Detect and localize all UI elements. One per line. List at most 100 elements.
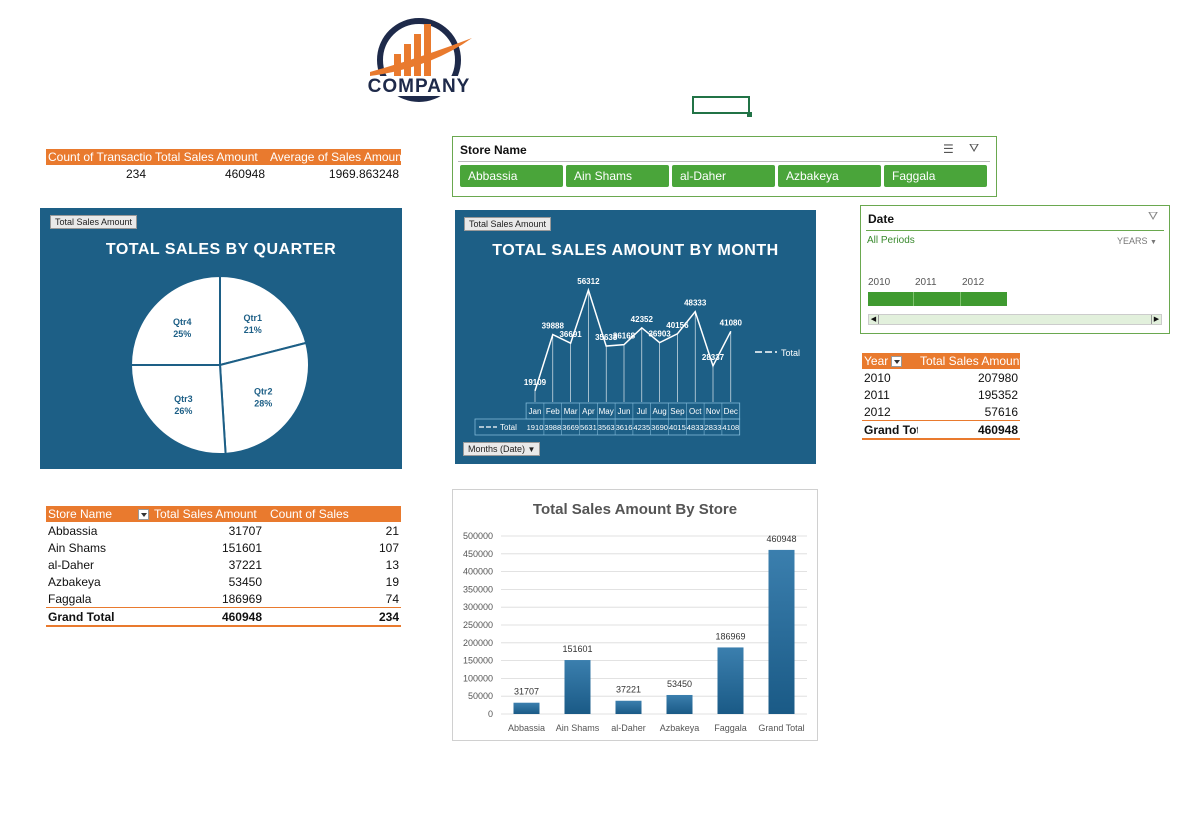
timeline-year-2011: 2011 xyxy=(915,277,937,288)
bar-azbakeya[interactable] xyxy=(666,694,693,714)
bar-ain-shams[interactable] xyxy=(564,660,591,714)
selected-cell[interactable] xyxy=(692,96,750,114)
value-count: 234 xyxy=(125,166,146,181)
data-label: 40156 xyxy=(666,321,689,330)
data-label: 36903 xyxy=(648,330,671,339)
count-cell: 19 xyxy=(385,574,399,589)
table-row: Abbassia 31707 21 xyxy=(46,522,401,539)
data-label: 36691 xyxy=(559,330,582,339)
clear-filter-icon[interactable]: ⛛ xyxy=(1148,209,1159,223)
table-value: 2833 xyxy=(705,423,722,432)
timeline-selection-bar[interactable] xyxy=(868,292,1007,306)
slicer-item-abbassia[interactable]: Abbassia xyxy=(460,165,563,187)
slicer-item-al-daher[interactable]: al-Daher xyxy=(672,165,775,187)
time-level-label: YEARS xyxy=(1117,236,1148,246)
bar-plot: 0 50000 100000 150000 200000 250000 300000 3500… xyxy=(463,531,807,733)
month-chart-field-button[interactable]: Total Sales Amount xyxy=(464,217,552,231)
month-tick-label: May xyxy=(599,407,614,416)
month-line-chart[interactable]: Total Sales Amount TOTAL SALES AMOUNT BY… xyxy=(455,210,816,464)
y-tick-label: 450000 xyxy=(463,549,493,559)
timeline-year-2012: 2012 xyxy=(962,277,985,288)
chevron-down-icon: ▼ xyxy=(1150,239,1157,246)
store-slicer-title: Store Name xyxy=(460,143,527,157)
grand-total-row: Grand Tota 460948 xyxy=(862,420,1020,440)
months-axis-button[interactable]: Months (Date) ▼ xyxy=(463,442,541,456)
scroll-left-icon[interactable]: ◀ xyxy=(869,315,879,324)
time-level-selector[interactable]: YEARS ▼ xyxy=(1117,236,1157,246)
table-value: 3669 xyxy=(562,423,579,432)
bar-faggala[interactable] xyxy=(717,647,744,714)
count-cell: 107 xyxy=(378,540,399,555)
year-sales-header[interactable]: Total Sales Amount xyxy=(920,354,1020,368)
sales-cell: 31707 xyxy=(228,523,262,538)
pie-percent-label: 28% xyxy=(254,398,272,408)
fill-handle[interactable] xyxy=(747,112,752,117)
header-average-sales-amount[interactable]: Average of Sales Amount xyxy=(270,150,401,164)
total-sales-header[interactable]: Total Sales Amount xyxy=(154,507,257,521)
sales-cell: 151601 xyxy=(221,540,262,555)
multi-select-icon[interactable]: ☰ xyxy=(943,142,954,156)
x-tick-label: Azbakeya xyxy=(660,723,700,733)
pie-slice-qtr4[interactable] xyxy=(129,274,221,366)
pie-slice-qtr2[interactable] xyxy=(218,341,310,455)
month-tick-label: Jun xyxy=(618,407,631,416)
store-pivot-table: Store Name Total Sales Amount Count of S… xyxy=(46,506,401,627)
company-logo: COMPANY xyxy=(360,10,478,120)
month-tick-label: Oct xyxy=(689,407,702,416)
clear-filter-icon[interactable]: ⛛ xyxy=(969,141,980,155)
x-tick-label: Faggala xyxy=(714,723,747,733)
store-name-slicer[interactable]: Store Name ☰ ⛛ Abbassia Ain Shams al-Dah… xyxy=(452,136,997,197)
quarter-chart-field-button[interactable]: Total Sales Amount xyxy=(50,215,138,229)
grand-total-count: 234 xyxy=(378,609,399,624)
pie-percent-label: 26% xyxy=(174,406,192,416)
filter-dropdown-icon[interactable] xyxy=(891,356,903,368)
store-name-header[interactable]: Store Name xyxy=(46,507,152,521)
count-of-sales-header[interactable]: Count of Sales xyxy=(270,507,349,521)
pie-category-label: Qtr2 xyxy=(254,386,273,396)
y-tick-label: 50000 xyxy=(468,691,493,701)
bar-abbassia[interactable] xyxy=(513,702,540,714)
timeline-scrollbar[interactable]: ◀ ▶ xyxy=(868,314,1162,325)
header-count-of-transactions[interactable]: Count of Transactio xyxy=(48,150,153,164)
x-tick-label: al-Daher xyxy=(611,723,646,733)
series-line-total[interactable] xyxy=(534,287,732,392)
pie-slice-qtr3[interactable] xyxy=(129,364,227,455)
month-tick-label: Jan xyxy=(529,407,542,416)
table-value: 4108 xyxy=(722,423,739,432)
table-row: 2011 195352 xyxy=(862,386,1020,403)
count-cell: 13 xyxy=(385,557,399,572)
table-row: 2010 207980 xyxy=(862,369,1020,386)
y-tick-label: 400000 xyxy=(463,567,493,577)
filter-dropdown-icon[interactable] xyxy=(138,509,150,521)
summary-pivot-table: Count of Transactio Total Sales Amount A… xyxy=(46,149,401,182)
scroll-right-icon[interactable]: ▶ xyxy=(1151,315,1161,324)
slicer-item-faggala[interactable]: Faggala xyxy=(884,165,987,187)
bar-grand-total[interactable] xyxy=(768,549,795,714)
table-value: 5631 xyxy=(580,423,597,432)
store-cell: Abbassia xyxy=(48,523,98,538)
grand-total-row: Grand Total 460948 234 xyxy=(46,607,401,627)
count-cell: 74 xyxy=(385,591,399,606)
chevron-down-icon: ▼ xyxy=(527,445,536,454)
month-tick-label: Dec xyxy=(724,407,738,416)
slicer-item-azbakeya[interactable]: Azbakeya xyxy=(778,165,881,187)
quarter-pie-chart[interactable]: Total Sales Amount TOTAL SALES BY QUARTE… xyxy=(40,208,402,469)
legend-label: Total xyxy=(781,348,800,358)
logo-graphic xyxy=(363,18,475,102)
store-bar-chart[interactable]: Total Sales Amount By Store 0 50000 100000… xyxy=(452,489,818,741)
bar-al-daher[interactable] xyxy=(615,700,642,714)
pie-slice-qtr1[interactable] xyxy=(219,274,308,367)
y-tick-label: 150000 xyxy=(463,656,493,666)
pie-category-label: Qtr3 xyxy=(174,394,193,404)
year-header[interactable]: Year xyxy=(862,354,918,368)
slicer-item-ain-shams[interactable]: Ain Shams xyxy=(566,165,669,187)
header-total-sales-amount[interactable]: Total Sales Amount xyxy=(155,150,258,164)
store-cell: Azbakeya xyxy=(48,574,101,589)
timeline-title: Date xyxy=(868,212,895,226)
year-pivot-table: Year Total Sales Amount 2010 207980 2011… xyxy=(862,353,1020,440)
data-label: 48333 xyxy=(684,299,707,308)
date-timeline[interactable]: Date ⛛ All Periods YEARS ▼ 2010 2011 201… xyxy=(860,205,1170,334)
month-tick-label: Nov xyxy=(706,407,720,416)
